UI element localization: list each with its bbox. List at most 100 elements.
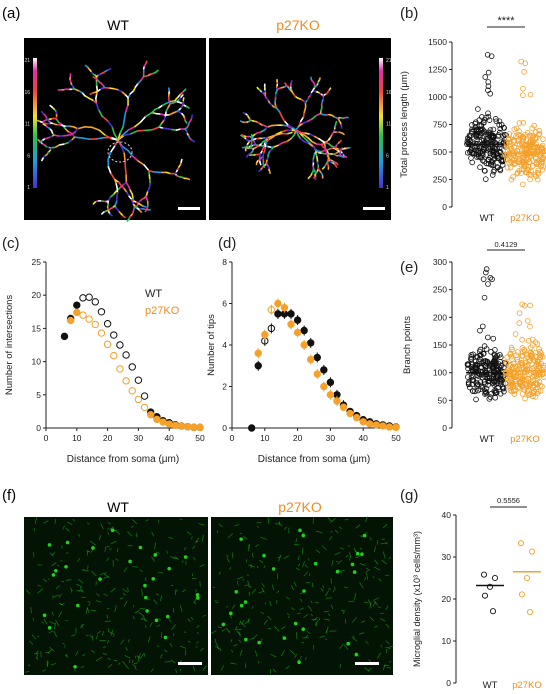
y-tick-label: 40 xyxy=(442,510,452,520)
microglia-process xyxy=(151,556,155,562)
microglia-process xyxy=(218,523,223,528)
microglia-process xyxy=(89,634,93,639)
process-segment xyxy=(81,137,90,140)
data-point xyxy=(516,156,522,163)
microglia-process xyxy=(96,593,100,597)
y-tick-label: 100 xyxy=(433,368,447,378)
colorbar-tick-left: 16 xyxy=(24,90,30,96)
process-segment xyxy=(309,133,316,138)
process-segment xyxy=(272,133,278,138)
microglia-process xyxy=(127,639,130,643)
process-segment xyxy=(101,211,105,215)
data-point xyxy=(97,308,106,316)
microglia-soma xyxy=(143,583,147,588)
microglia-process xyxy=(140,653,145,658)
scale-bar-a-left xyxy=(178,207,200,210)
microglia-process xyxy=(273,626,280,632)
y-tick-label: 5 xyxy=(36,390,41,400)
microglia-process xyxy=(323,610,330,613)
process-segment xyxy=(37,139,41,143)
process-segment xyxy=(299,131,307,134)
chart-b: (b) 0 250 500 750 1000 1250 1500 Total process l… xyxy=(399,5,546,224)
process-segment xyxy=(291,126,297,131)
data-point xyxy=(110,331,118,339)
data-point xyxy=(485,334,491,341)
data-point xyxy=(474,362,481,369)
process-segment xyxy=(240,134,244,138)
data-point xyxy=(485,83,492,90)
microglia-process xyxy=(302,561,305,568)
microglia-process xyxy=(226,557,230,563)
data-point xyxy=(522,395,528,402)
x-tick-label: 10 xyxy=(260,433,270,443)
process-segment xyxy=(109,213,113,217)
process-segment xyxy=(40,110,45,115)
microglia-process xyxy=(352,635,356,639)
microglia-process xyxy=(179,668,181,672)
microglia-process xyxy=(286,613,290,616)
microglia-process xyxy=(87,601,91,604)
process-segment xyxy=(130,130,139,135)
process-segment xyxy=(186,177,191,181)
microglia-process xyxy=(107,528,111,530)
microglia-process xyxy=(147,636,151,643)
microglia-process xyxy=(366,572,369,580)
data-point xyxy=(508,362,514,368)
process-segment xyxy=(180,94,184,98)
microglia-process xyxy=(227,533,234,539)
data-point xyxy=(535,144,541,151)
microglia-process xyxy=(170,584,174,587)
microglia-soma xyxy=(154,618,159,623)
data-point xyxy=(190,423,198,432)
microglia-process xyxy=(344,518,349,521)
process-segment xyxy=(286,123,293,129)
microglia-process xyxy=(339,547,344,550)
data-point xyxy=(481,343,488,349)
microglia-process xyxy=(303,613,309,618)
microglia-process xyxy=(168,617,172,623)
data-point xyxy=(526,143,532,149)
process-segment xyxy=(299,132,305,138)
category-label: WT xyxy=(483,680,498,691)
microglia-process xyxy=(100,572,107,575)
microglia-process xyxy=(179,518,183,521)
microglia-process xyxy=(226,554,229,558)
microglia-process xyxy=(298,563,301,567)
data-point xyxy=(488,362,495,369)
data-point xyxy=(530,384,536,391)
data-point xyxy=(485,281,491,287)
process-segment xyxy=(303,140,311,145)
microglia-process xyxy=(215,599,217,603)
data-point xyxy=(478,123,485,129)
x-tick-label: 20 xyxy=(103,433,113,443)
microglia-process xyxy=(58,593,62,598)
microglia-process xyxy=(385,646,391,650)
process-segment xyxy=(42,123,47,127)
data-point xyxy=(511,126,518,133)
microglia-process xyxy=(107,640,109,644)
process-segment xyxy=(124,167,127,176)
data-point xyxy=(499,158,506,165)
microglia-process xyxy=(269,600,272,607)
panel-a-title-wt: WT xyxy=(107,17,129,33)
data-point xyxy=(491,156,498,163)
data-point xyxy=(483,152,489,158)
microglia-soma xyxy=(163,635,168,640)
microglia-process xyxy=(226,627,230,633)
data-point xyxy=(512,387,519,393)
data-point xyxy=(525,338,532,344)
process-segment xyxy=(306,118,313,123)
data-point xyxy=(79,311,87,319)
process-segment xyxy=(339,139,342,143)
process-segment xyxy=(302,120,309,125)
data-point xyxy=(529,132,535,139)
microglia-process xyxy=(378,578,382,582)
microglia-soma xyxy=(221,622,226,627)
microglia-process xyxy=(283,555,290,559)
microglia-process xyxy=(353,547,357,554)
process-segment xyxy=(341,155,345,158)
microglia-process xyxy=(382,664,386,671)
data-point xyxy=(385,423,394,431)
microglia-process xyxy=(151,531,155,537)
